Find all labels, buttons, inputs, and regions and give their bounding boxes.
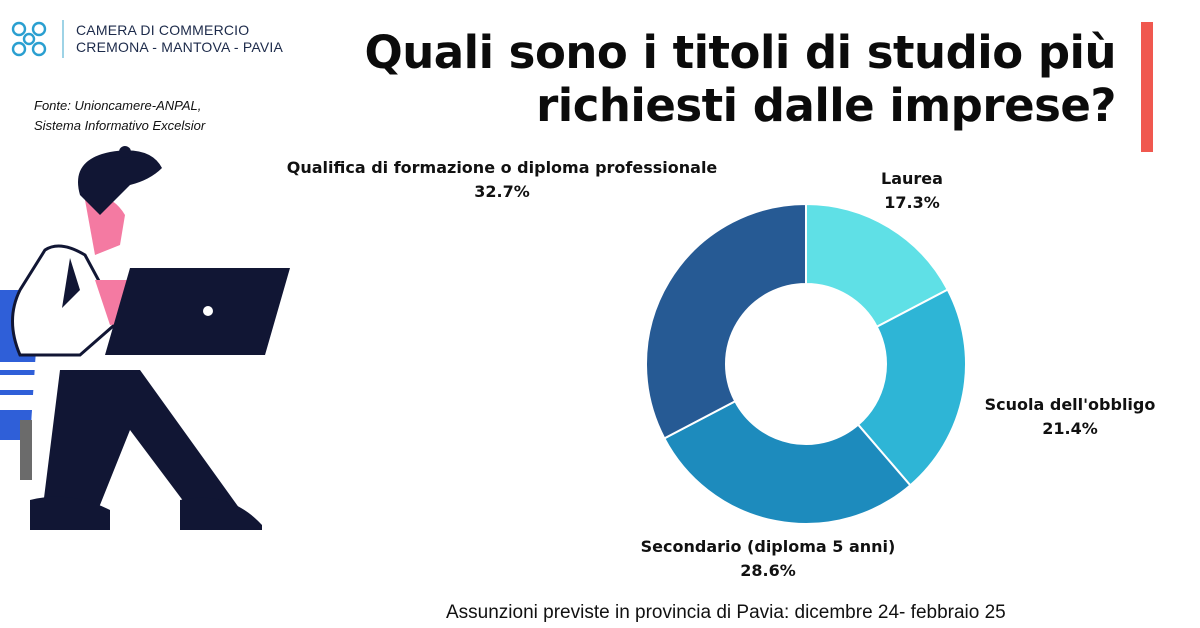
slice-value-label-2: 28.6%	[740, 561, 796, 580]
slice-value-label-0: 17.3%	[884, 193, 940, 212]
footer-note: Assunzioni previste in provincia di Pavi…	[446, 602, 1006, 623]
donut-slice-3	[645, 202, 807, 440]
source-line-2: Sistema Informativo Excelsior	[34, 118, 206, 133]
donut-slice-1	[856, 288, 967, 487]
person-at-laptop-illustration	[0, 146, 290, 530]
org-line-2: CREMONA - MANTOVA - PAVIA	[76, 39, 283, 55]
slice-label-1: Scuola dell'obbligo	[985, 395, 1156, 414]
source-note: Fonte: Unioncamere-ANPAL, Sistema Inform…	[34, 96, 205, 136]
logo-divider	[62, 20, 64, 58]
organization-name: CAMERA DI COMMERCIO CREMONA - MANTOVA - …	[76, 22, 283, 56]
slice-label-0: Laurea	[881, 169, 943, 188]
slice-label-2: Secondario (diploma 5 anni)	[641, 537, 896, 556]
accent-bar	[1141, 22, 1153, 152]
org-line-1: CAMERA DI COMMERCIO	[76, 22, 250, 38]
donut-slice-2	[663, 399, 912, 525]
slice-label-3: Qualifica di formazione o diploma profes…	[287, 158, 718, 177]
slice-value-label-3: 32.7%	[474, 182, 530, 201]
source-line-1: Fonte: Unioncamere-ANPAL,	[34, 98, 202, 113]
page-title: Quali sono i titoli di studio più richie…	[316, 26, 1117, 132]
chamber-logo-icon	[11, 21, 47, 57]
title-line-2: richiesti dalle imprese?	[536, 79, 1116, 132]
donut-slice-0	[805, 202, 949, 329]
title-line-1: Quali sono i titoli di studio più	[364, 26, 1117, 79]
slice-value-label-1: 21.4%	[1042, 419, 1098, 438]
